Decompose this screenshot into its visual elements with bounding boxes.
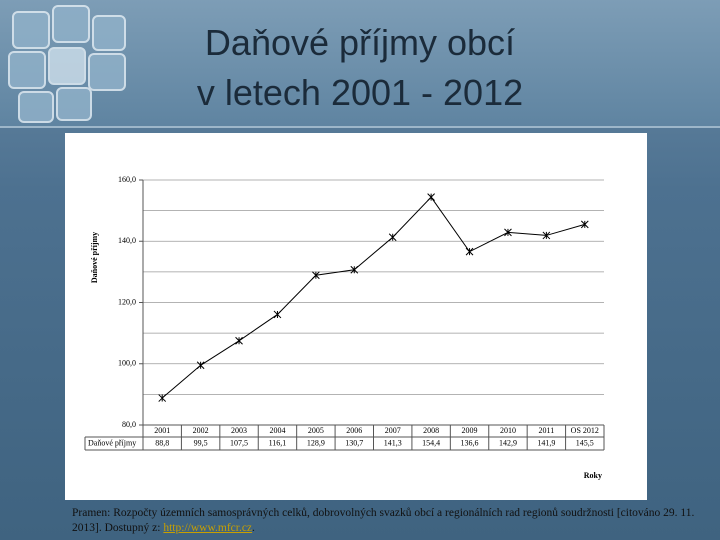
value-label: 128,9 xyxy=(307,438,325,447)
x-tick-label: OS 2012 xyxy=(571,426,599,435)
value-label: 130,7 xyxy=(345,438,363,447)
value-label: 145,5 xyxy=(576,438,594,447)
title-line: Daňové příjmy obcí xyxy=(204,22,516,63)
data-marker xyxy=(427,193,435,202)
data-marker xyxy=(350,265,359,274)
value-label: 136,6 xyxy=(461,438,479,447)
x-tick-label: 2005 xyxy=(308,426,324,435)
y-tick-label: 120,0 xyxy=(118,297,136,306)
y-axis-label: Daňové příjmy xyxy=(90,232,99,283)
data-marker xyxy=(196,361,205,370)
value-label: 141,9 xyxy=(537,438,555,447)
y-tick-label: 80,0 xyxy=(122,420,136,429)
x-tick-label: 2011 xyxy=(539,426,555,435)
value-label: 116,1 xyxy=(269,438,287,447)
row-label: Daňové příjmy xyxy=(88,438,136,447)
x-tick-label: 2009 xyxy=(462,426,478,435)
source-end: . xyxy=(252,522,255,534)
x-tick-label: 2003 xyxy=(231,426,247,435)
y-tick-label: 160,0 xyxy=(118,175,136,184)
x-tick-label: 2008 xyxy=(423,426,439,435)
source-note: Pramen: Rozpočty územních samosprávných … xyxy=(72,506,712,536)
data-marker xyxy=(542,231,551,240)
value-label: 142,9 xyxy=(499,438,517,447)
data-marker xyxy=(580,220,589,229)
data-marker xyxy=(273,310,282,319)
title-line: v letech 2001 - 2012 xyxy=(196,72,524,113)
data-marker xyxy=(388,233,397,242)
value-label: 107,5 xyxy=(230,438,248,447)
x-tick-label: 2010 xyxy=(500,426,516,435)
value-label: 141,3 xyxy=(384,438,402,447)
value-label: 154,4 xyxy=(422,438,440,447)
data-marker xyxy=(504,228,512,237)
y-tick-label: 100,0 xyxy=(118,359,136,368)
data-marker xyxy=(158,394,167,402)
x-axis-label: Roky xyxy=(584,471,602,480)
chart-panel: 80,0 100,0 120,0 140,0 160,0 Daňové příjmy Daň… xyxy=(65,133,647,500)
data-marker xyxy=(312,271,320,280)
source-text: Pramen: Rozpočty územních samosprávných … xyxy=(72,507,695,534)
puzzle-icon xyxy=(8,5,126,123)
chart: 80,0 100,0 120,0 140,0 160,0 Daňové příjmy Daň… xyxy=(84,175,605,480)
data-line xyxy=(161,196,585,399)
x-tick-label: 2007 xyxy=(385,426,401,435)
source-link[interactable]: http://www.mfcr.cz xyxy=(163,522,253,534)
data-marker xyxy=(465,247,474,256)
value-label: 88,8 xyxy=(155,438,169,447)
x-tick-label: 2002 xyxy=(193,426,209,435)
x-tick-label: 2006 xyxy=(346,426,362,435)
value-label: 99,5 xyxy=(194,438,208,447)
x-tick-label: 2004 xyxy=(269,426,285,435)
x-tick-label: 2001 xyxy=(154,426,170,435)
data-marker xyxy=(235,336,243,345)
y-tick-label: 140,0 xyxy=(118,236,136,245)
